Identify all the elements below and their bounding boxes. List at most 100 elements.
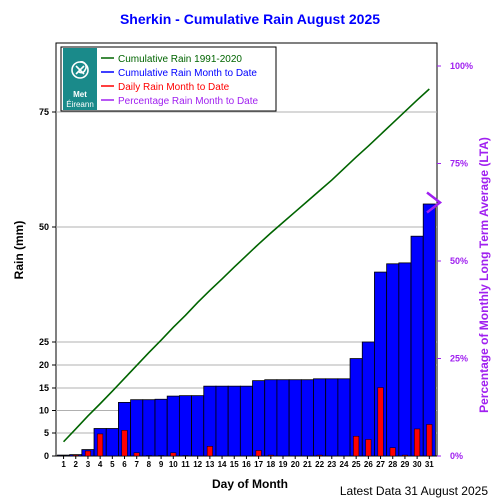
y-tick-label: 0 [44,451,49,461]
daily-bar [255,450,262,457]
x-tick-label: 26 [364,460,373,469]
cumulative-bar [105,428,119,457]
percentage-chevron [426,191,443,214]
chart-title: Sherkin - Cumulative Rain August 2025 [120,11,380,27]
x-tick-label: 5 [110,460,115,469]
cumulative-bar [203,385,217,457]
y2-axis: 0% 25% 50% 75% 100% [437,61,473,461]
logo-text-line-1: Met [73,90,87,99]
x-tick-label: 25 [352,460,361,469]
x-tick-label: 21 [303,460,312,469]
spiral-icon [71,61,89,79]
cumulative-bar [130,399,144,457]
daily-bar [316,454,323,457]
cumulative-bar [288,379,302,457]
y-axis-label: Rain (mm) [12,221,26,280]
percentage-marker [426,191,443,214]
daily-bar [133,452,140,457]
line-series [62,88,430,443]
daily-bar [377,387,384,457]
daily-bar [170,452,177,457]
cumulative-bar [422,203,436,457]
y-axis: 0 5 10 15 20 25 50 75 [39,107,56,461]
y-tick-label: 50 [39,222,49,232]
x-axis: 1 2 3 4 5 6 7 8 9 10 11 12 13 14 15 16 17 18 19 20 21 22 23 24 2… [61,456,434,469]
x-tick-label: 29 [400,460,409,469]
x-tick-label: 27 [376,460,385,469]
cumulative-bar [191,395,205,457]
daily-bar [206,446,213,457]
daily-bar [365,439,372,457]
daily-bar [401,454,408,457]
cumulative-bar [386,263,400,457]
daily-bar [97,433,104,457]
daily-bar [414,428,421,457]
y-tick-label: 5 [44,428,49,438]
y-tick-label: 75 [39,107,49,117]
x-tick-label: 20 [291,460,300,469]
plot-area [55,42,443,457]
x-tick-label: 15 [230,460,239,469]
y2-tick-label: 25% [450,354,468,364]
x-tick-label: 11 [181,460,190,469]
cumulative-bar [154,398,168,457]
x-tick-label: 3 [86,460,91,469]
x-tick-label: 19 [279,460,288,469]
x-tick-label: 14 [218,460,227,469]
logo-background [63,48,97,110]
cumulative-bar [337,378,351,457]
cumulative-bar [142,399,156,457]
x-tick-label: 18 [266,460,275,469]
daily-bar [84,450,91,457]
daily-bar [267,454,274,457]
cumulative-bar [313,378,327,457]
x-tick-label: 17 [254,460,263,469]
daily-bar [389,447,396,457]
legend-label: Cumulative Rain Month to Date [118,68,257,79]
met-eireann-logo: Met Éireann [63,48,97,110]
x-tick-label: 30 [413,460,422,469]
y-tick-label: 15 [39,383,49,393]
y2-tick-label: 100% [450,61,473,71]
lta-line [62,88,430,443]
legend-entries: Cumulative Rain 1991-2020 Cumulative Rain… [101,54,259,107]
x-tick-label: 4 [98,460,103,469]
legend-label: Daily Rain Month to Date [118,82,230,93]
y2-tick-label: 50% [450,256,468,266]
x-tick-label: 16 [242,460,251,469]
x-tick-label: 31 [425,460,434,469]
x-tick-label: 12 [193,460,202,469]
legend-label: Cumulative Rain 1991-2020 [118,54,242,65]
y2-axis-label: Percentage of Monthly Long Term Average … [477,137,491,413]
daily-bar [426,424,433,457]
x-tick-label: 10 [169,460,178,469]
x-tick-label: 24 [340,460,349,469]
cumulative-bar [410,235,424,457]
cumulative-bar [361,341,375,457]
logo-text-line-2: Éireann [66,100,94,109]
cumulative-bar [264,379,278,457]
y2-tick-label: 0% [450,451,463,461]
y-tick-label: 10 [39,406,49,416]
x-tick-label: 8 [147,460,152,469]
cumulative-bar [325,378,339,457]
x-tick-label: 23 [327,460,336,469]
cumulative-bar [398,262,412,457]
bar-series [57,203,436,457]
x-tick-label: 22 [315,460,324,469]
legend: Met Éireann Cumulative Rain 1991-2020Cum… [60,46,277,112]
cumulative-bar [239,385,253,457]
x-tick-label: 13 [205,460,214,469]
cumulative-bar [215,385,229,457]
footer-note: Latest Data 31 August 2025 [340,484,488,498]
daily-bar [121,430,128,457]
y-tick-label: 25 [39,337,49,347]
x-tick-label: 6 [122,460,127,469]
daily-bar [72,454,79,457]
y-tick-label: 20 [39,360,49,370]
x-tick-label: 2 [74,460,79,469]
cumulative-bar [276,379,290,457]
legend-label: Percentage Rain Month to Date [118,96,259,107]
x-tick-label: 1 [61,460,66,469]
